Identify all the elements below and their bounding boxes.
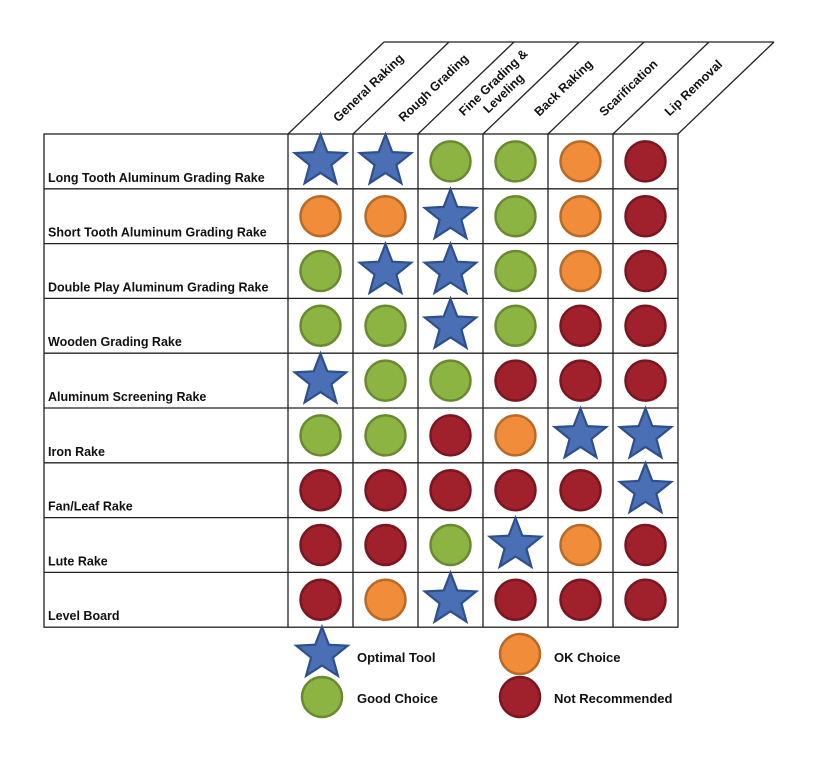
rating-not-marker — [624, 359, 667, 402]
rating-optimal-marker — [356, 131, 415, 186]
rating-not-marker — [559, 304, 602, 348]
rating-good-marker — [364, 304, 407, 348]
rating-good-marker — [299, 249, 342, 293]
rating-not-marker — [624, 578, 667, 622]
legend-label: Good Choice — [357, 691, 438, 706]
column-label-line: Lip Removal — [662, 57, 725, 119]
rating-good-marker — [494, 194, 537, 238]
header-divider-line — [677, 41, 775, 135]
rating-good-marker — [429, 523, 472, 567]
rating-not-marker — [364, 523, 407, 567]
row-label: Level Board — [48, 609, 120, 623]
row-label: Aluminum Screening Rake — [48, 390, 206, 404]
legend-label: Optimal Tool — [357, 650, 435, 665]
table-grid — [43, 133, 679, 628]
row-label: Fan/Leaf Rake — [48, 500, 133, 514]
rating-good-marker — [299, 414, 342, 457]
header-divider-line — [547, 41, 645, 135]
row-label: Wooden Grading Rake — [48, 335, 182, 349]
column-label: Scarification — [597, 57, 661, 119]
legend-optimal-marker — [293, 623, 351, 679]
rating-not-marker — [364, 468, 407, 512]
rating-good-marker — [429, 359, 472, 402]
column-label: Fine Grading &Leveling — [456, 47, 541, 130]
rating-ok-marker — [299, 194, 342, 238]
row-label: Double Play Aluminum Grading Rake — [48, 280, 268, 294]
legend-not-marker — [498, 675, 542, 719]
row-label: Short Tooth Aluminum Grading Rake — [48, 226, 267, 240]
rating-ok-marker — [559, 140, 602, 183]
rating-not-marker — [624, 194, 667, 238]
rating-optimal-marker — [486, 514, 545, 570]
row-label: Long Tooth Aluminum Grading Rake — [48, 171, 265, 185]
column-label: Lip Removal — [662, 57, 725, 119]
rating-not-marker — [299, 468, 342, 512]
legend-ok-marker — [498, 632, 542, 676]
rating-not-marker — [494, 578, 537, 622]
rating-not-marker — [429, 414, 472, 457]
rating-not-marker — [559, 359, 602, 402]
rating-optimal-marker — [291, 350, 350, 405]
legend: Optimal Tool OK Choice Good Choice Not Reco… — [357, 650, 673, 706]
column-label-line: Scarification — [597, 57, 661, 119]
legend-good-marker — [300, 675, 344, 719]
rating-ok-marker — [364, 578, 407, 622]
legend-label: OK Choice — [554, 650, 620, 665]
rating-optimal-marker — [291, 131, 350, 186]
rating-not-marker — [494, 359, 537, 402]
rating-good-marker — [494, 249, 537, 293]
table-border — [43, 133, 679, 628]
column-label: General Raking — [331, 51, 407, 125]
rating-not-marker — [429, 468, 472, 512]
header-divider-line — [287, 41, 385, 135]
rating-not-marker — [624, 523, 667, 567]
column-label: Back Raking — [532, 57, 596, 119]
rating-good-marker — [429, 140, 472, 183]
rating-ok-marker — [494, 414, 537, 457]
row-label: Lute Rake — [48, 554, 108, 568]
rating-ok-marker — [364, 194, 407, 238]
rating-ok-marker — [559, 194, 602, 238]
rating-optimal-marker — [421, 569, 480, 625]
header-divider-line — [612, 41, 710, 135]
column-label-line: Back Raking — [532, 57, 596, 119]
rating-good-marker — [494, 140, 537, 183]
rating-ok-marker — [559, 249, 602, 293]
rating-optimal-marker — [421, 295, 480, 351]
rating-optimal-marker — [356, 240, 415, 296]
rating-good-marker — [299, 304, 342, 348]
rating-optimal-marker — [616, 405, 675, 460]
rating-good-marker — [494, 304, 537, 348]
rating-not-marker — [624, 304, 667, 348]
rating-not-marker — [299, 523, 342, 567]
row-label: Iron Rake — [48, 445, 105, 459]
rating-optimal-marker — [421, 186, 480, 241]
header-divider-line — [352, 41, 450, 135]
rating-not-marker — [494, 468, 537, 512]
rating-not-marker — [559, 468, 602, 512]
rating-optimal-marker — [551, 405, 610, 460]
rating-optimal-marker — [421, 240, 480, 296]
header-divider-line — [417, 41, 515, 135]
legend-label: Not Recommended — [554, 691, 673, 706]
rating-not-marker — [624, 140, 667, 183]
rating-not-marker — [559, 578, 602, 622]
rating-not-marker — [299, 578, 342, 622]
rating-optimal-marker — [616, 460, 675, 515]
rating-good-marker — [364, 414, 407, 457]
header-divider-line — [482, 41, 580, 135]
rating-ok-marker — [559, 523, 602, 567]
rating-good-marker — [364, 359, 407, 402]
column-label-line: General Raking — [331, 51, 407, 125]
rating-not-marker — [624, 249, 667, 293]
